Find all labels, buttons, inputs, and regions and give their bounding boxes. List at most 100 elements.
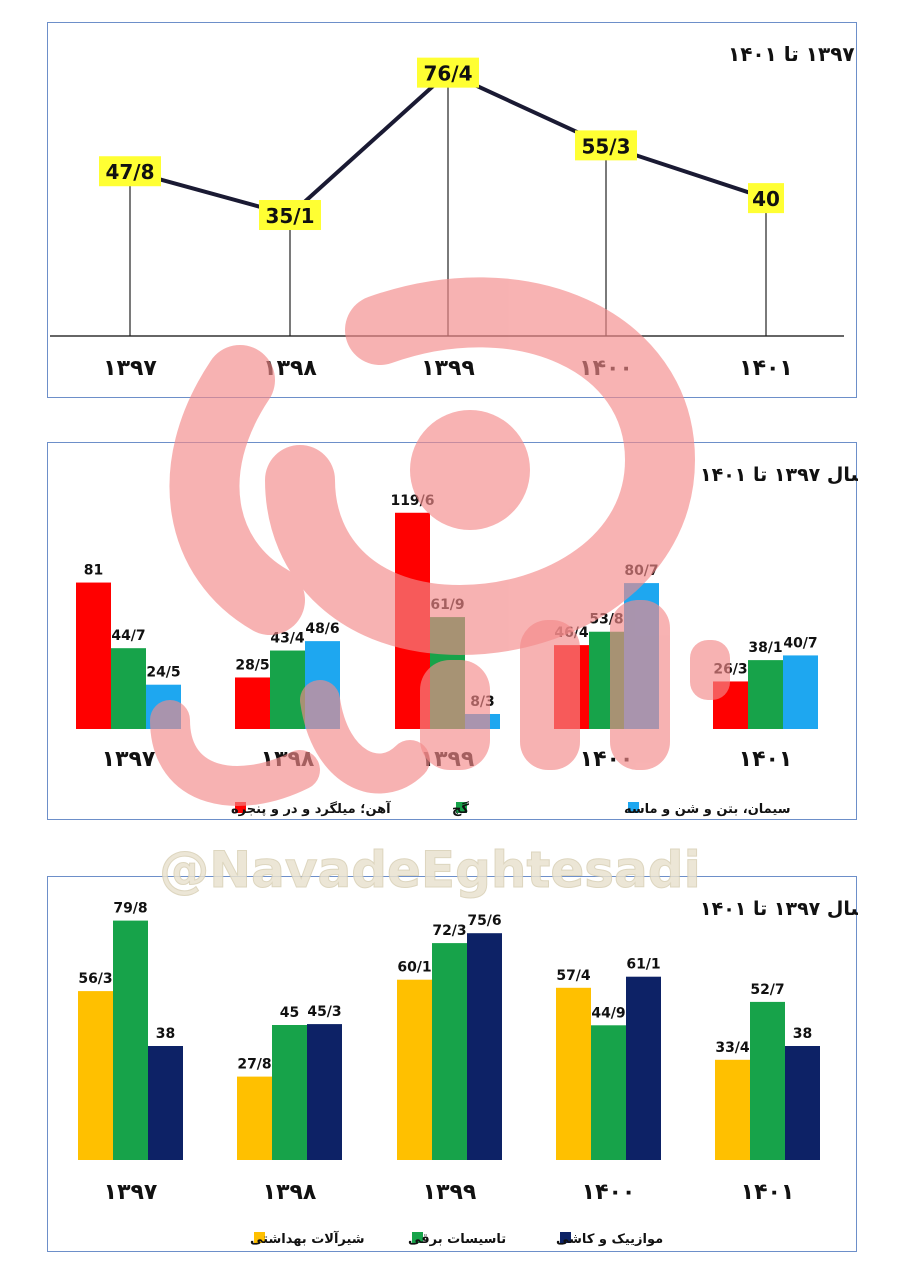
x-tick-label: ۱۳۹۷	[102, 747, 156, 772]
bar-chart-fixtures: نرخ تورم سالانه کاشی، تاسیسات برقی و شیر…	[78, 896, 858, 1247]
legend-swatch	[456, 802, 467, 813]
bar	[113, 920, 148, 1160]
data-label: 28/5	[235, 657, 269, 673]
data-label: 46/4	[554, 625, 589, 641]
x-tick-label: ۱۴۰۱	[739, 747, 793, 772]
legend-label: گچ	[452, 801, 469, 817]
data-label: 75/6	[467, 913, 501, 929]
x-tick-label: ۱۴۰۰	[580, 747, 634, 772]
watermark-handle: @NavadeEghtesadi	[159, 841, 701, 900]
bar	[305, 641, 340, 729]
legend-swatch	[560, 1232, 571, 1243]
data-label-box	[259, 200, 321, 231]
bar	[626, 976, 661, 1160]
data-label: 57/4	[556, 968, 591, 984]
bar	[748, 660, 783, 729]
bar	[624, 583, 659, 729]
data-label: 33/4	[715, 1040, 750, 1056]
bar	[432, 943, 467, 1160]
legend-label: سیمان، بتن و شن و ماسه	[624, 802, 790, 817]
legend-swatch	[235, 802, 246, 813]
bar-chart-materials: نرخ تورم سالانه گچ، سیمان و آهن از سال ۱…	[76, 462, 858, 817]
x-tick-label: ۱۳۹۸	[263, 356, 317, 381]
legend-label: موازییک و کاشی	[556, 1232, 663, 1247]
data-label-box	[417, 57, 479, 88]
data-label-box	[99, 156, 161, 187]
data-label: 40/7	[783, 635, 817, 651]
bar	[467, 933, 502, 1160]
bar	[78, 991, 113, 1160]
bar	[111, 648, 146, 729]
data-label: 119/6	[390, 493, 434, 509]
data-label-box	[748, 183, 784, 214]
data-label: 38	[793, 1026, 812, 1042]
bar	[430, 617, 465, 729]
bar	[785, 1046, 820, 1160]
x-tick-label: ۱۳۹۸	[261, 747, 315, 772]
legend-swatch	[412, 1232, 423, 1243]
bar	[270, 650, 305, 729]
bar	[146, 684, 181, 729]
data-label: 53/8	[589, 612, 623, 628]
data-label: 55/3	[581, 134, 630, 158]
bar	[465, 713, 500, 729]
bar	[237, 1076, 272, 1160]
x-tick-label: ۱۳۹۷	[104, 1180, 158, 1205]
bar	[556, 987, 591, 1160]
data-label: 79/8	[113, 901, 147, 917]
x-tick-label: ۱۳۹۹	[421, 747, 475, 772]
bar	[76, 582, 111, 729]
data-label: 45/3	[307, 1004, 341, 1020]
data-label: 56/3	[78, 971, 112, 987]
data-label: 38/1	[748, 640, 782, 656]
chart-title: نرخ تورم سالانه گچ، سیمان و آهن از سال ۱…	[700, 462, 858, 486]
bar	[750, 1001, 785, 1160]
x-tick-label: ۱۳۹۸	[263, 1180, 317, 1205]
data-label: 72/3	[432, 923, 466, 939]
legend-label: تاسیسات برقی	[408, 1232, 506, 1247]
bar-chart-fixtures-panel: نرخ تورم سالانه کاشی، تاسیسات برقی و شیر…	[47, 876, 858, 1252]
data-label: 48/6	[305, 621, 339, 637]
data-label: 61/9	[430, 597, 464, 613]
data-label: 27/8	[237, 1057, 271, 1073]
bar	[713, 681, 748, 729]
bar-chart-materials-panel: نرخ تورم سالانه گچ، سیمان و آهن از سال ۱…	[47, 442, 858, 820]
bar	[591, 1025, 626, 1160]
x-tick-label: ۱۳۹۷	[103, 356, 157, 381]
legend-swatch	[628, 802, 639, 813]
data-label: 60/1	[397, 960, 431, 976]
bar	[397, 979, 432, 1160]
bar	[395, 512, 430, 729]
bar	[307, 1024, 342, 1160]
data-label: 61/1	[626, 957, 660, 973]
bar	[235, 677, 270, 729]
legend-label: شیرآلات بهداشتی	[250, 1230, 365, 1247]
legend-swatch	[254, 1232, 265, 1243]
chart-title: نرخ تورم سالانه کل بخش ساختمان از سال ۱۳…	[728, 42, 858, 66]
data-label: 26/3	[713, 661, 747, 677]
data-label: 47/8	[105, 160, 154, 184]
data-label: 43/4	[270, 631, 305, 647]
data-label: 24/5	[146, 665, 180, 681]
data-label: 80/7	[624, 563, 658, 579]
data-label: 38	[156, 1026, 175, 1042]
data-label: 44/9	[591, 1005, 625, 1021]
legend-label: آهن؛ میلگرد و در و پنجره	[231, 800, 391, 817]
data-label: 8/3	[470, 694, 495, 710]
line-chart-panel: نرخ تورم سالانه کل بخش ساختمان از سال ۱۳…	[47, 22, 858, 398]
x-tick-label: ۱۳۹۹	[423, 1180, 477, 1205]
data-label: 44/7	[111, 628, 145, 644]
data-label: 35/1	[265, 204, 314, 228]
bar	[783, 655, 818, 729]
x-tick-label: ۱۴۰۱	[741, 1180, 795, 1205]
x-tick-label: ۱۴۰۰	[582, 1180, 636, 1205]
bar	[148, 1046, 183, 1160]
bar	[272, 1025, 307, 1160]
bar	[715, 1059, 750, 1160]
bar	[589, 631, 624, 729]
data-label: 81	[84, 563, 103, 579]
data-label: 52/7	[750, 982, 784, 998]
data-label: 40	[752, 187, 780, 211]
x-tick-label: ۱۴۰۱	[739, 356, 793, 381]
chart-title: نرخ تورم سالانه کاشی، تاسیسات برقی و شیر…	[700, 896, 858, 920]
